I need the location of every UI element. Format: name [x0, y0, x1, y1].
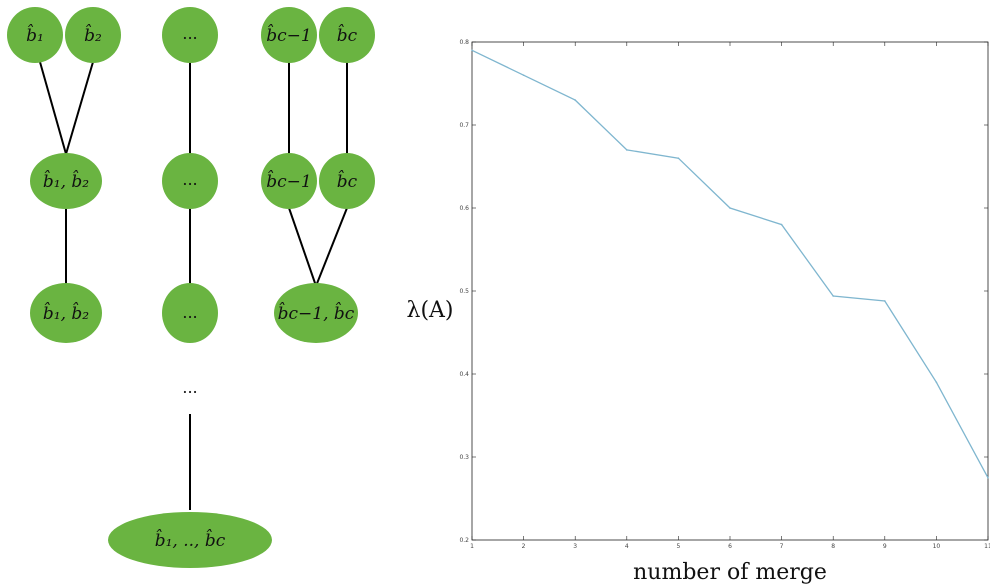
y-ticks: 0.2 0.3 0.4 0.5 0.6 0.7 0.8: [459, 39, 988, 544]
node-label: b̂₁, .., b̂c: [155, 529, 226, 551]
node-b1-top: b̂₁: [7, 7, 63, 63]
x-tick-label: 3: [573, 543, 577, 550]
plot-frame: [471, 41, 989, 541]
edge-bc1-merge: [288, 207, 317, 287]
node-dots-middle: ...: [162, 153, 218, 209]
edge-bc-merge: [315, 207, 348, 287]
x-axis-label: number of merge: [633, 560, 827, 585]
data-point: [626, 149, 628, 151]
tree-diagram: b̂₁ b̂₂ ... b̂c−1 b̂c b̂₁, b̂₂: [7, 7, 375, 568]
node-label: ...: [182, 170, 197, 189]
y-tick-label: 0.3: [459, 454, 469, 461]
y-tick-label: 0.7: [459, 122, 469, 129]
x-tick-label: 7: [780, 543, 784, 550]
node-dots-bottom: ...: [162, 283, 218, 343]
x-ticks: 1 2 3 4 5 6 7 8 9 10 11: [470, 42, 990, 550]
x-tick-label: 4: [625, 543, 629, 550]
y-tick-label: 0.8: [459, 39, 469, 46]
node-label: ...: [182, 24, 197, 43]
node-label: b̂c−1: [266, 170, 311, 192]
node-b1b2-middle: b̂₁, b̂₂: [30, 153, 102, 209]
node-label: b̂c: [337, 170, 358, 192]
data-point: [522, 74, 525, 76]
node-bc1bc-bottom: b̂c−1, b̂c: [274, 283, 358, 343]
series-line: [471, 49, 989, 479]
y-tick-label: 0.5: [459, 288, 469, 295]
data-point: [677, 157, 680, 159]
node-label: b̂c−1: [266, 24, 311, 46]
node-label: b̂₂: [84, 24, 102, 46]
tree-ellipsis: ...: [182, 378, 197, 397]
x-tick-label: 1: [470, 543, 474, 550]
data-point: [729, 207, 731, 209]
y-tick-label: 0.4: [459, 371, 469, 378]
data-point: [987, 476, 989, 479]
node-bc-top: b̂c: [319, 7, 375, 63]
node-label: b̂₁, b̂₂: [43, 170, 89, 192]
data-point: [935, 381, 938, 384]
x-tick-label: 9: [883, 543, 887, 550]
x-tick-label: 6: [728, 543, 732, 550]
line-chart: 1 2 3 4 5 6 7 8 9 10 11 0.2 0.3 0.4 0.5 0.6 0.7 0.8 λ(A)…: [407, 39, 990, 585]
node-b1b2-bottom: b̂₁, b̂₂: [30, 283, 102, 343]
node-b2-top: b̂₂: [65, 7, 121, 63]
edge-b2-merge: [65, 61, 94, 155]
data-point: [471, 49, 473, 52]
node-label: b̂c−1, b̂c: [278, 302, 355, 324]
series-points: [471, 49, 989, 479]
node-label: b̂c: [337, 24, 358, 46]
node-label: ...: [182, 303, 197, 322]
node-dots-top: ...: [162, 7, 218, 63]
tree-nodes: b̂₁ b̂₂ ... b̂c−1 b̂c b̂₁, b̂₂: [7, 7, 375, 568]
x-tick-label: 10: [933, 543, 941, 550]
data-point: [780, 223, 783, 226]
tree-edges: [39, 61, 348, 510]
y-axis-label: λ(A): [407, 298, 454, 323]
y-tick-label: 0.2: [459, 537, 469, 544]
node-bc1-top: b̂c−1: [261, 7, 317, 63]
node-root: b̂₁, .., b̂c: [108, 512, 272, 568]
node-bc-middle: b̂c: [319, 153, 375, 209]
y-tick-label: 0.6: [459, 205, 469, 212]
data-point: [832, 295, 834, 297]
node-label: b̂₁: [26, 24, 44, 46]
data-point: [574, 99, 576, 101]
x-tick-label: 5: [676, 543, 680, 550]
x-tick-label: 11: [984, 543, 990, 550]
edge-b1-merge: [39, 61, 67, 155]
node-label: b̂₁, b̂₂: [43, 302, 89, 324]
x-tick-label: 2: [522, 543, 526, 550]
x-tick-label: 8: [831, 543, 835, 550]
node-bc1-middle: b̂c−1: [261, 153, 317, 209]
data-point: [884, 300, 886, 302]
